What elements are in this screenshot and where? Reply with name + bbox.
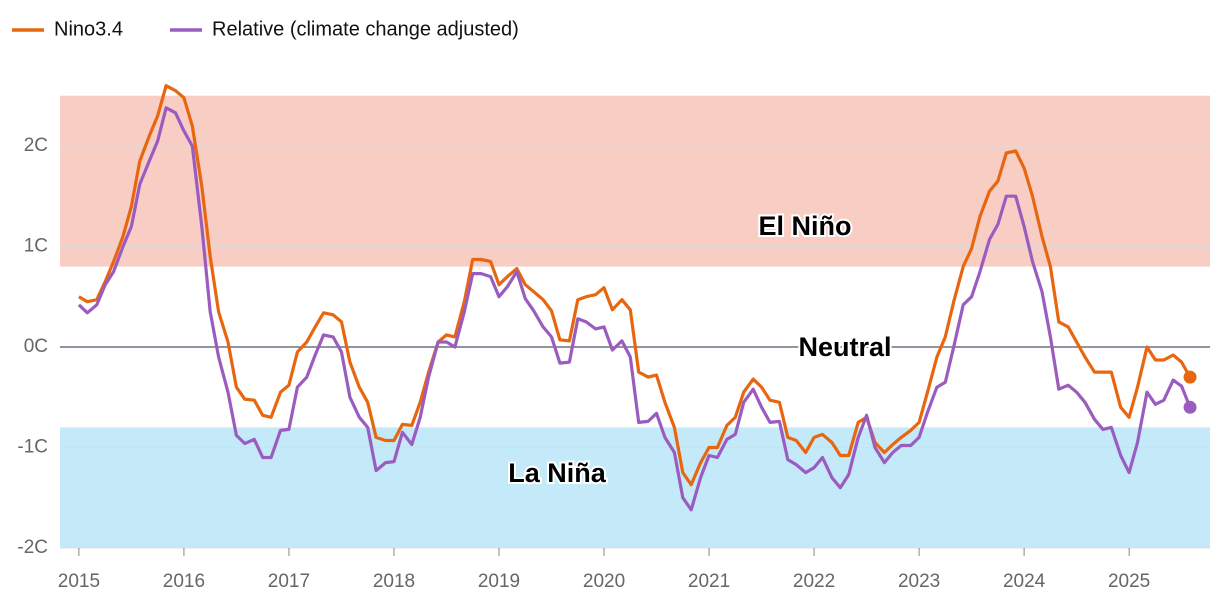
y-tick-label: -1C (17, 437, 48, 458)
band-label: El Niño (759, 211, 852, 241)
x-tick-label: 2024 (1003, 571, 1046, 592)
x-tick-label: 2023 (898, 571, 940, 592)
y-tick-label: 2C (24, 135, 48, 156)
end-dot (1183, 370, 1197, 384)
series-line (78, 84, 1192, 487)
x-tick-label: 2021 (688, 571, 730, 592)
x-tick-label: 2020 (583, 571, 625, 592)
legend-label: Nino3.4 (54, 18, 123, 40)
x-tick-label: 2018 (373, 571, 415, 592)
legend-label: Relative (climate change adjusted) (212, 18, 519, 40)
x-tick-label: 2016 (163, 571, 205, 592)
y-tick-label: 1C (24, 235, 48, 256)
x-tick-label: 2017 (268, 571, 310, 592)
y-tick-label: -2C (17, 537, 48, 558)
y-tick-label: 0C (24, 336, 48, 357)
baseline-label: Neutral (798, 332, 891, 362)
x-tick-label: 2025 (1108, 571, 1150, 592)
series-line (77, 106, 1192, 512)
band (60, 95, 1210, 267)
band-label: La Niña (508, 458, 607, 488)
band (60, 427, 1210, 548)
x-tick-label: 2015 (58, 571, 100, 592)
x-tick-label: 2022 (793, 571, 835, 592)
x-tick-label: 2019 (478, 571, 520, 592)
end-dot (1183, 400, 1197, 414)
